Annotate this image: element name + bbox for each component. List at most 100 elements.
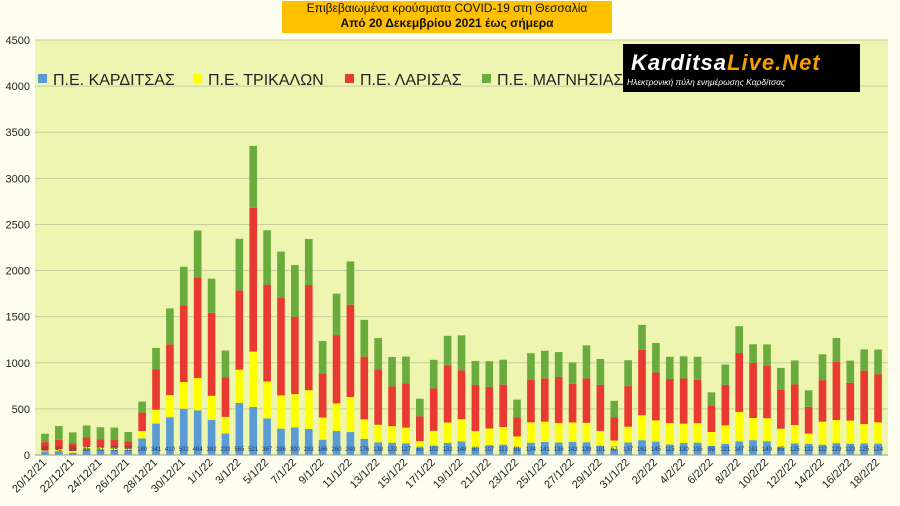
- bar-segment: [790, 384, 799, 426]
- bar-segment: [568, 362, 577, 384]
- bar-segment: [152, 347, 160, 370]
- data-label: 85: [778, 447, 785, 453]
- bar-segment: [68, 452, 77, 455]
- bar-segment: [735, 411, 744, 442]
- bar-segment: [499, 359, 507, 385]
- bar-segment: [221, 416, 230, 434]
- bar-segment: [360, 319, 369, 357]
- bar-segment: [610, 400, 619, 418]
- data-label: 134: [526, 447, 537, 453]
- bar-segment: [416, 398, 424, 417]
- bar-segment: [624, 386, 632, 427]
- data-label: 147: [734, 447, 745, 453]
- bar-segment: [443, 335, 452, 366]
- bar-segment: [874, 349, 882, 375]
- bar-segment: [207, 419, 216, 455]
- bar-segment: [277, 395, 285, 429]
- bar-segment: [832, 420, 841, 444]
- data-label: 502: [179, 447, 190, 453]
- bar-segment: [207, 278, 216, 313]
- bar-segment: [291, 394, 299, 428]
- bar-segment: [443, 365, 452, 423]
- x-tick-label: 15/1/22: [376, 457, 410, 491]
- bar-segment: [721, 443, 730, 455]
- bar-segment: [763, 441, 771, 455]
- bar-segment: [138, 401, 146, 413]
- bar-segment: [429, 359, 438, 389]
- bar-segment: [832, 337, 841, 362]
- bar-segment: [471, 447, 480, 455]
- bar-segment: [388, 442, 396, 455]
- bar-segment: [818, 421, 827, 445]
- data-label: 121: [720, 447, 731, 453]
- data-label: 143: [568, 447, 579, 453]
- karditsalive-logo[interactable]: KarditsaLive.Net Ηλεκτρονική πύλη ενημέρ…: [623, 44, 860, 92]
- bar-segment: [457, 441, 466, 455]
- bar-segment: [152, 423, 160, 455]
- bar-segment: [749, 418, 757, 441]
- bar-segment: [193, 277, 202, 379]
- bar-segment: [166, 395, 174, 418]
- data-label: 141: [540, 447, 551, 453]
- data-label: 129: [831, 447, 842, 453]
- bar-segment: [68, 450, 77, 453]
- x-tick-label: 12/2/22: [764, 457, 798, 491]
- data-label: 81: [514, 447, 521, 453]
- bar-segment: [721, 425, 730, 444]
- bar-segment: [763, 418, 771, 442]
- bar-segment: [360, 438, 369, 455]
- x-tick-label: 10/2/22: [737, 457, 771, 491]
- bar-segment: [874, 422, 882, 444]
- x-tick-label: 14/2/22: [792, 457, 826, 491]
- data-label: 55: [125, 447, 132, 453]
- bar-segment: [207, 395, 216, 420]
- bar-segment: [96, 439, 105, 448]
- bar-segment: [332, 293, 341, 336]
- x-tick-label: 18/2/22: [848, 457, 882, 491]
- bar-segment: [527, 353, 535, 380]
- data-label: 260: [332, 447, 343, 453]
- x-tick-label: 6/2/22: [685, 457, 715, 487]
- bar-segment: [804, 443, 813, 455]
- bar-segment: [540, 350, 549, 379]
- bar-segment: [166, 417, 174, 455]
- bar-segment: [110, 439, 119, 448]
- x-tick-label: 25/1/22: [514, 457, 548, 491]
- bar-segment: [235, 369, 244, 403]
- x-tick-label: 23/1/22: [487, 457, 521, 491]
- bar-segment: [596, 445, 605, 455]
- bar-segment: [693, 356, 702, 380]
- bar-segment: [596, 384, 605, 431]
- bar-segment: [624, 442, 632, 455]
- bar-segment: [665, 423, 674, 445]
- bar-segment: [679, 378, 688, 424]
- bar-segment: [790, 443, 799, 455]
- bar-segment: [638, 349, 646, 416]
- data-label: 135: [693, 447, 704, 453]
- x-tick-label: 3/1/22: [213, 457, 243, 487]
- bar-segment: [263, 418, 271, 455]
- bar-segment: [68, 443, 77, 451]
- bar-segment: [554, 352, 563, 377]
- data-label: 148: [456, 447, 467, 453]
- bar-segment: [568, 441, 577, 455]
- data-label: 124: [873, 447, 884, 453]
- bar-segment: [304, 390, 313, 429]
- legend-label: Π.Ε. ΛΑΡΙΣΑΣ: [360, 72, 462, 89]
- bar-segment: [332, 335, 341, 404]
- bar-segment: [138, 431, 146, 439]
- bar-segment: [429, 445, 438, 455]
- bar-segment: [749, 362, 757, 419]
- bar-segment: [679, 423, 688, 444]
- x-tick-label: 17/1/22: [403, 457, 437, 491]
- bar-segment: [777, 447, 785, 455]
- bar-segment: [429, 388, 438, 431]
- chart-title: Επιβεβαιωμένα κρούσματα COVID-19 στη Θεσ…: [282, 1, 612, 33]
- bar-segment: [332, 431, 341, 455]
- bar-segment: [485, 361, 494, 388]
- bar-segment: [832, 443, 841, 455]
- bar-segment: [499, 444, 507, 455]
- data-label: 123: [845, 447, 856, 453]
- bar-segment: [499, 384, 507, 428]
- data-label: 382: [207, 447, 218, 453]
